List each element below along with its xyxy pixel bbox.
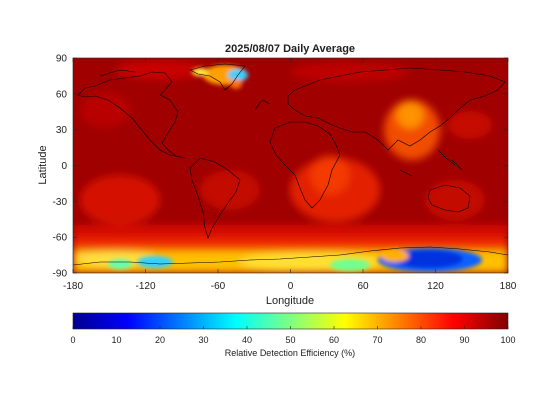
- coastline-eurasia: [287, 67, 506, 151]
- region-west-antarctica: [137, 256, 173, 268]
- x-tick-label: -180: [63, 281, 83, 292]
- colorbar-tick-label: 0: [70, 335, 75, 345]
- coastline-south-america: [189, 157, 241, 239]
- x-axis: -180 -120 -60 0 60 120 180: [63, 58, 517, 292]
- y-tick-label: -90: [53, 269, 68, 280]
- x-tick-label: -120: [135, 281, 155, 292]
- coastline-africa: [269, 121, 341, 209]
- y-tick-label: 30: [56, 125, 68, 136]
- colorbar-tick-label: 30: [198, 335, 208, 345]
- x-tick-label: 120: [427, 281, 444, 292]
- coastlines: [73, 63, 508, 266]
- colorbar-tick-label: 50: [285, 335, 295, 345]
- y-tick-label: 0: [61, 161, 67, 172]
- map-field: [73, 58, 508, 273]
- coastline-greenland: [189, 63, 246, 91]
- y-tick-label: -60: [53, 233, 68, 244]
- colorbar-label: Relative Detection Efficiency (%): [225, 348, 355, 358]
- colorbar-ticks: 0 10 20 30 40 50 60 70 80 90 100: [70, 326, 516, 345]
- colorbar-tick-label: 100: [500, 335, 515, 345]
- y-tick-label: 60: [56, 89, 68, 100]
- colorbar-tick-label: 80: [416, 335, 426, 345]
- colorbar-tick-label: 70: [372, 335, 382, 345]
- x-tick-label: -60: [211, 281, 226, 292]
- x-axis-label: Longitude: [266, 295, 314, 307]
- chart-title: 2025/08/07 Daily Average: [225, 43, 355, 55]
- coastline-australia: [427, 184, 471, 213]
- y-tick-label: -30: [53, 197, 68, 208]
- colorbar-tick-label: 40: [242, 335, 252, 345]
- colorbar-tick-label: 10: [111, 335, 121, 345]
- y-axis: 90 60 30 0 -30 -60 -90: [53, 54, 508, 280]
- colorbar-tick-label: 90: [459, 335, 469, 345]
- x-tick-label: 0: [288, 281, 294, 292]
- y-axis-label: Latitude: [37, 145, 49, 184]
- coastline-antarctica: [73, 246, 508, 266]
- x-tick-label: 60: [357, 281, 369, 292]
- colorbar-tick-label: 60: [329, 335, 339, 345]
- coastline-north-america: [77, 71, 186, 159]
- y-tick-label: 90: [56, 54, 68, 65]
- x-tick-label: 180: [500, 281, 517, 292]
- colorbar-tick-label: 20: [155, 335, 165, 345]
